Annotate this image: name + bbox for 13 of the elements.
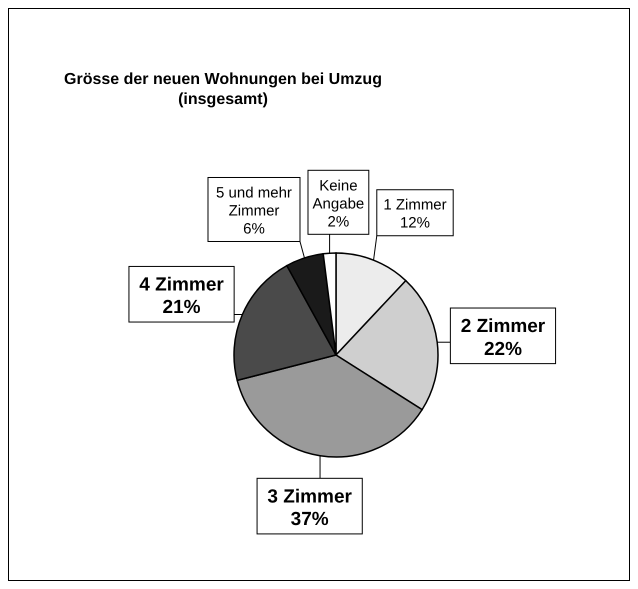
slice-label: Keine Angabe [312,177,364,212]
chart-title: Grösse der neuen Wohnungen bei Umzug (insgesamt) [64,71,382,108]
data-label: 6% [243,220,265,238]
slice-label: 1 Zimmer [383,196,447,214]
slice-label: 3 Zimmer [267,486,353,508]
data-label: 22% [484,338,522,360]
slice-label: 2 Zimmer [460,316,546,338]
slice-label: 4 Zimmer [139,274,224,296]
data-label: 37% [290,509,329,530]
slice-label: 5 und mehr Zimmer [216,184,292,220]
data-label: 2% [328,213,350,230]
data-label: 21% [162,297,201,318]
data-label: 12% [400,214,430,232]
